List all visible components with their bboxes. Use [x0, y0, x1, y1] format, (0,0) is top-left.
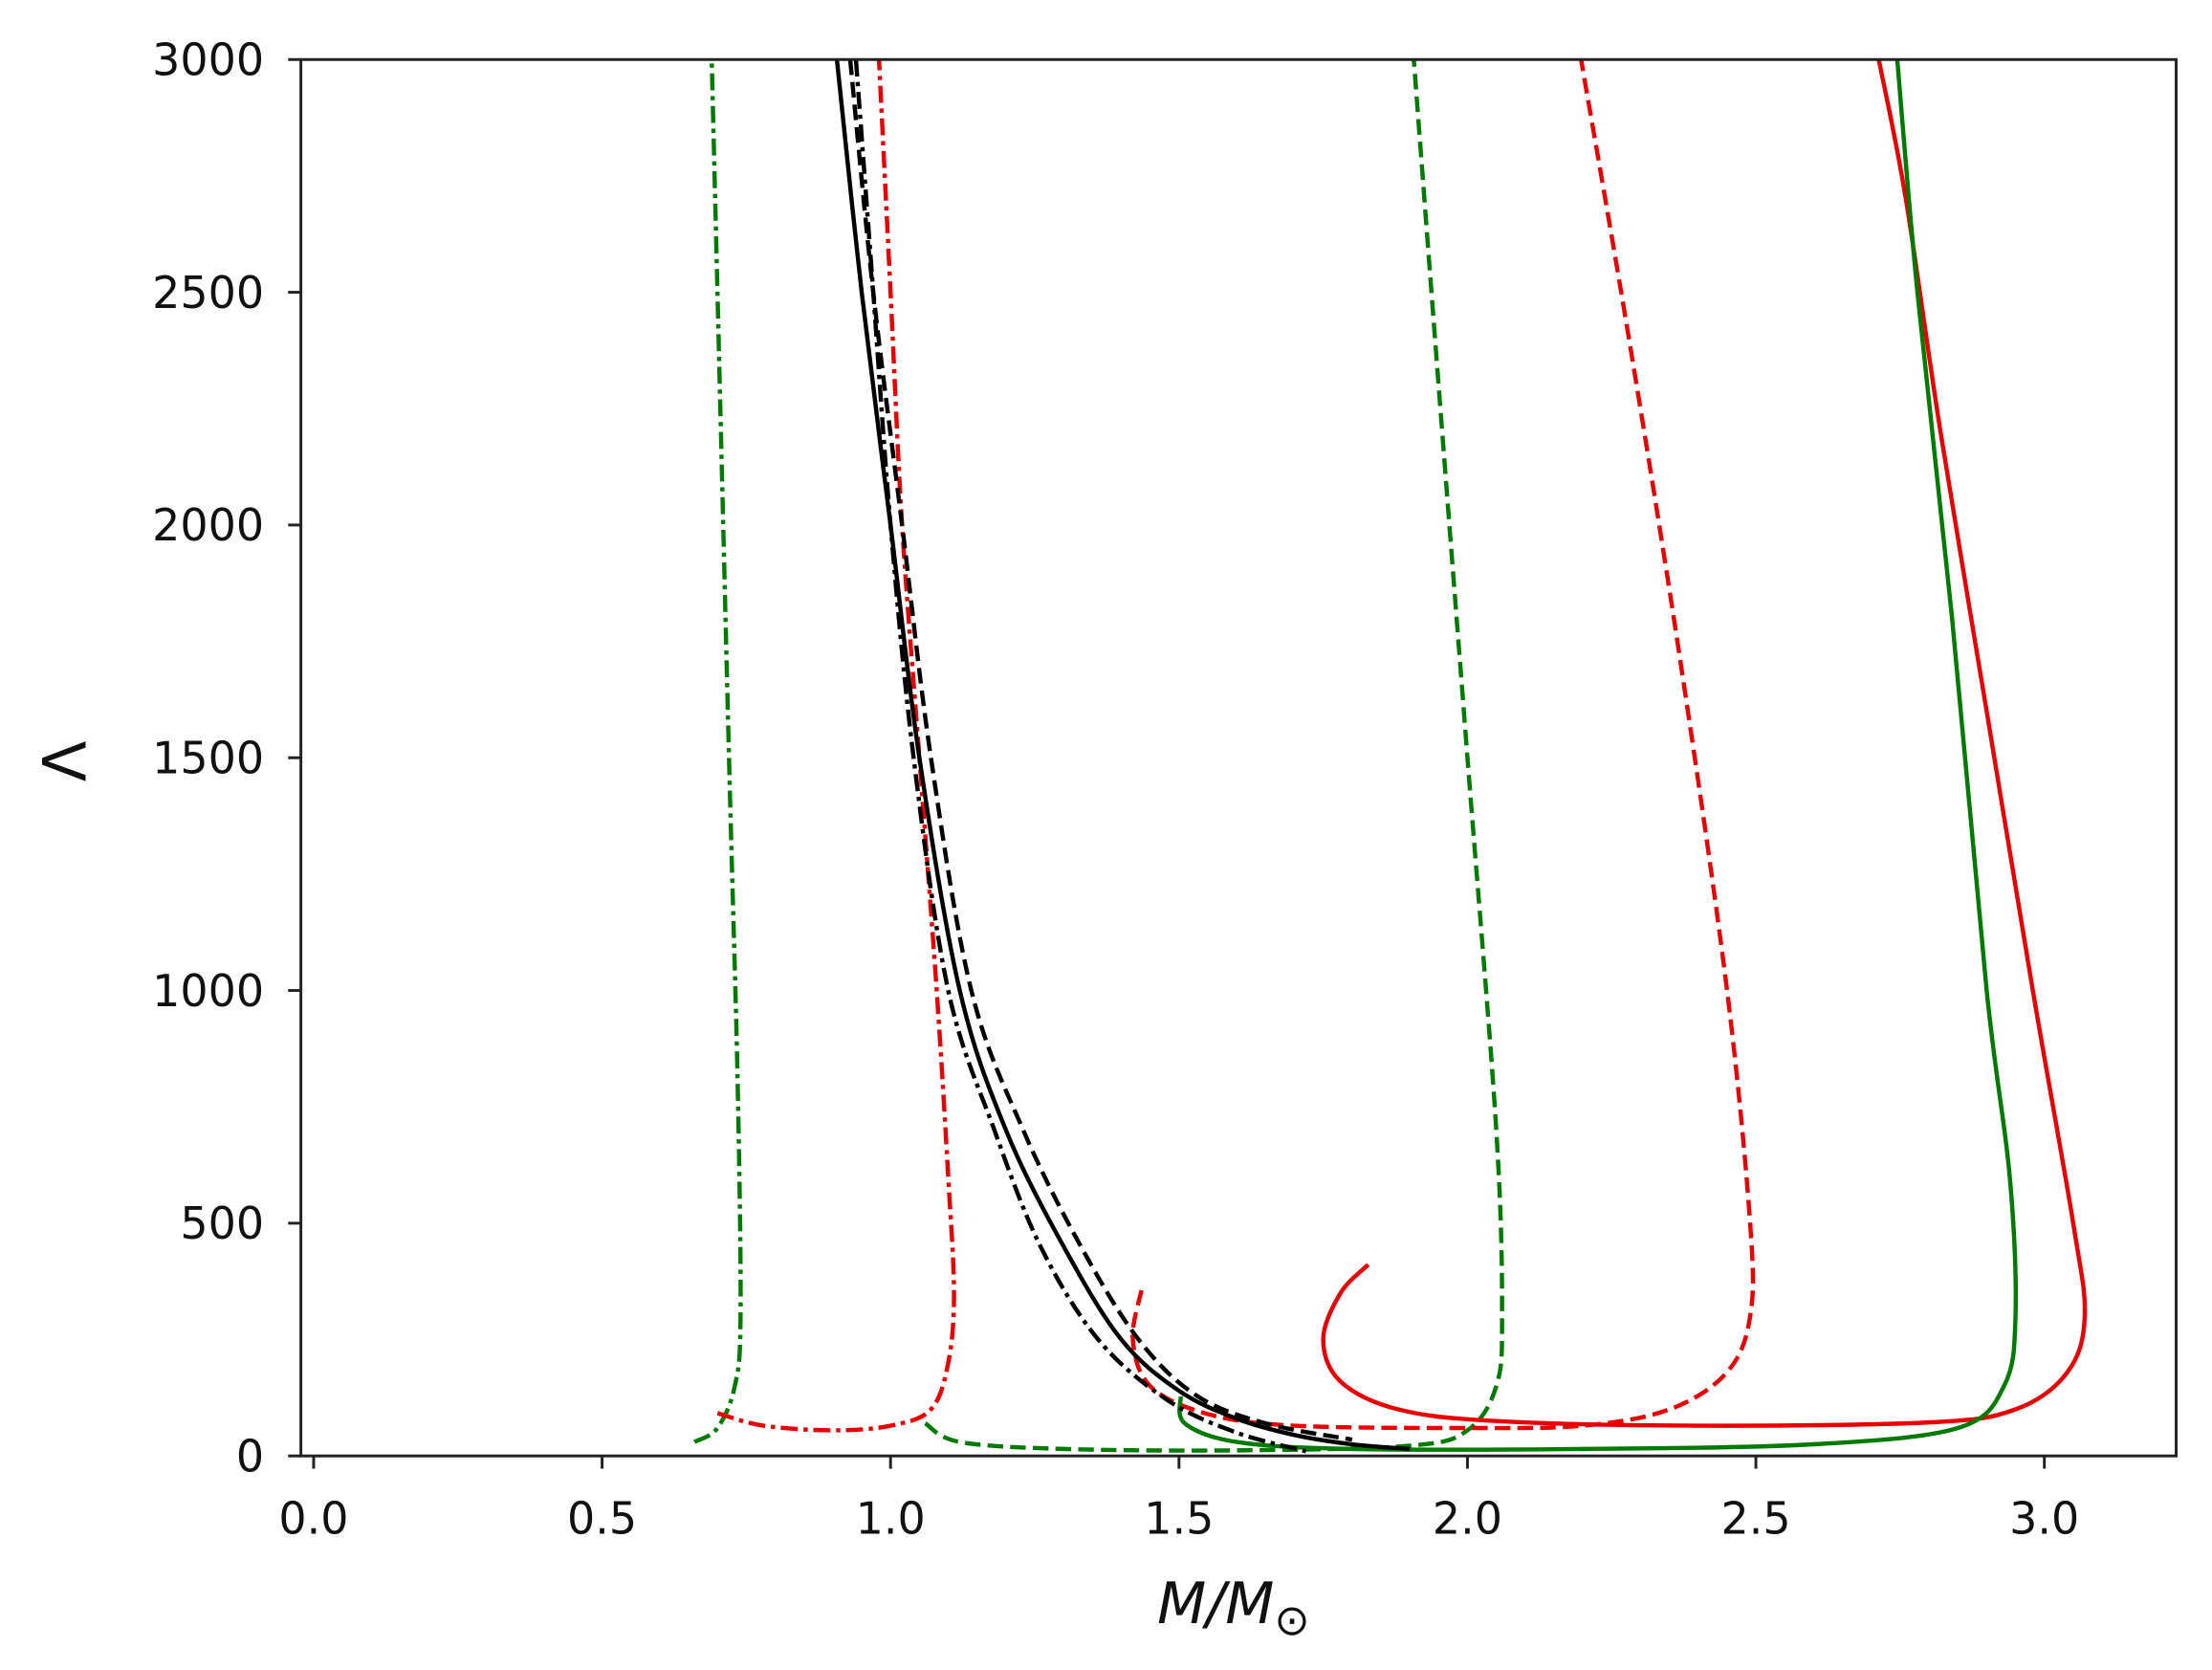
series-line-red-dashed	[1130, 59, 1756, 1431]
y-axis-label: Λ	[30, 740, 99, 781]
x-tick-label: 1.5	[1144, 1493, 1214, 1545]
x-axis-label: M/M⊙	[1157, 1571, 1310, 1645]
y-tick-label: 2000	[152, 499, 264, 551]
x-tick-label: 0.0	[278, 1493, 348, 1545]
x-axis: 0.0 0.5 1.0 1.5 2.0 2.5 3.0	[278, 1456, 2079, 1545]
x-tick-label: 2.5	[1721, 1493, 1791, 1545]
x-tick-label: 1.0	[856, 1493, 926, 1545]
series-line-black-solid	[834, 59, 1411, 1452]
curves	[692, 59, 2088, 1454]
y-tick-label: 3000	[152, 34, 264, 86]
plot-frame	[299, 57, 2179, 1458]
series-line-green-solid	[1177, 59, 2019, 1452]
series-line-red-solid	[1321, 59, 2088, 1428]
series-line-green-dashdot	[692, 59, 743, 1444]
y-tick-label: 500	[180, 1198, 264, 1249]
x-tick-label: 3.0	[2009, 1493, 2079, 1545]
series-line-black-dashdot	[853, 59, 1307, 1454]
x-axis-label-subscript: ⊙	[1274, 1596, 1309, 1645]
x-tick-label: 2.0	[1433, 1493, 1502, 1545]
y-tick-label: 1500	[152, 733, 264, 784]
y-tick-label: 2500	[152, 267, 264, 319]
y-tick-label: 1000	[152, 965, 264, 1017]
series-line-black-dashed	[847, 59, 1353, 1442]
series-line-green-dashed	[924, 59, 1504, 1453]
x-tick-label: 0.5	[567, 1493, 637, 1545]
y-tick-label: 0	[236, 1430, 264, 1482]
series-line-red-dashdot	[716, 59, 956, 1433]
y-axis: 0 500 1000 1500 2000 2500 3000	[152, 34, 301, 1482]
